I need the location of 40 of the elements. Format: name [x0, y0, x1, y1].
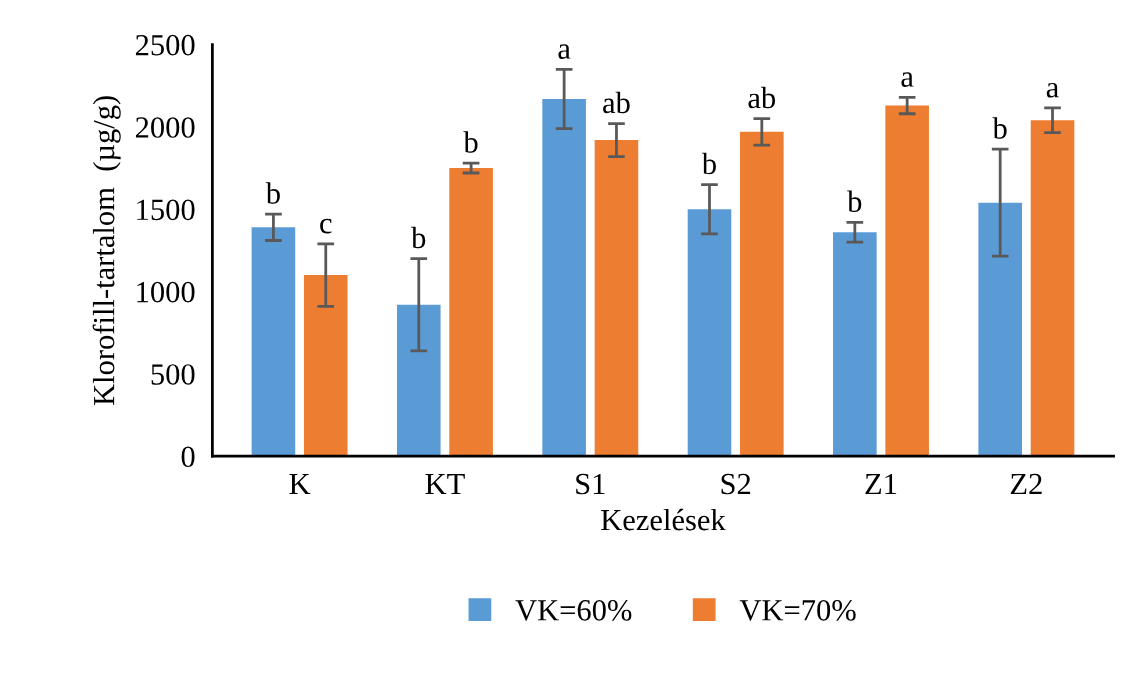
- bar: [978, 202, 1022, 457]
- y-tick-label: 500: [151, 364, 195, 385]
- annotation: b: [411, 226, 426, 249]
- annotation: a: [901, 72, 914, 87]
- bar: [396, 304, 441, 457]
- annotation: c: [320, 218, 332, 234]
- annotation: a: [558, 44, 571, 59]
- annotation: ab: [603, 91, 630, 114]
- y-tick-label: 0: [181, 446, 195, 468]
- bar: [885, 105, 929, 457]
- annotation: b: [463, 131, 478, 153]
- annotation: b: [701, 152, 716, 175]
- bar: [740, 131, 784, 457]
- annotation: ab: [748, 86, 776, 109]
- annotation: a: [1046, 82, 1059, 98]
- bar: [251, 227, 296, 457]
- bar: [449, 168, 493, 457]
- bar: [594, 140, 639, 457]
- x-tick-label: K: [289, 474, 311, 495]
- annotation: b: [265, 182, 280, 204]
- x-tick-label: Z1: [865, 473, 897, 495]
- x-tick-label: S2: [721, 473, 751, 495]
- x-tick-label: Z2: [1010, 473, 1042, 495]
- y-tick-label: 1500: [137, 199, 195, 221]
- x-tick-label: KT: [425, 474, 465, 495]
- bar: [303, 275, 348, 457]
- annotation: b: [992, 117, 1007, 139]
- x-tick-label: S1: [576, 473, 605, 495]
- legend-label: VK=60%: [515, 600, 632, 621]
- legend-label: VK=70%: [739, 600, 856, 621]
- bar: [1030, 120, 1075, 457]
- bar: [833, 232, 877, 457]
- bar: [542, 98, 586, 457]
- y-axis-title: Klorofill-tartalom (µg/g): [92, 96, 121, 406]
- y-tick-label: 2500: [135, 34, 195, 56]
- annotation: b: [847, 190, 862, 213]
- bar: [687, 209, 732, 457]
- y-tick-label: 2000: [135, 117, 195, 138]
- x-axis-title: Kezelések: [601, 508, 726, 531]
- y-tick-label: 1000: [137, 281, 195, 303]
